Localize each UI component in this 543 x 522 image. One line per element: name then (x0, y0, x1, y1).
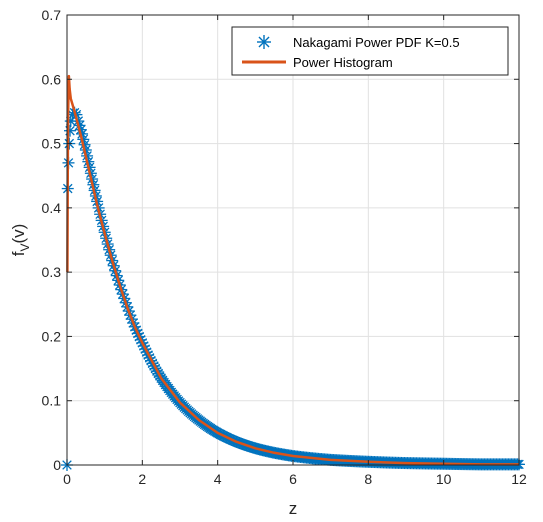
y-tick-label: 0.1 (42, 393, 62, 409)
legend-label-nakagami: Nakagami Power PDF K=0.5 (293, 35, 460, 50)
data-series (61, 74, 525, 471)
legend-asterisk-icon (257, 35, 271, 49)
x-tick-label: 0 (63, 471, 71, 487)
nakagami-marker (64, 124, 77, 137)
histogram-line (66, 74, 519, 466)
x-tick-label: 4 (214, 471, 222, 487)
x-tick-label: 10 (436, 471, 452, 487)
x-tick-label: 12 (511, 471, 527, 487)
x-tick-label: 6 (289, 471, 297, 487)
x-axis-label: z (289, 499, 298, 518)
y-tick-label: 0.5 (42, 136, 62, 152)
x-tick-label: 8 (364, 471, 372, 487)
y-tick-label: 0.6 (42, 71, 62, 87)
x-tick-label: 2 (138, 471, 146, 487)
y-tick-label: 0.4 (42, 200, 62, 216)
axis-ticks: 0 2 4 6 8 10 12 0 0.1 0.2 0.3 0.4 0.5 0.6 0.7 (42, 7, 527, 487)
legend-box (231, 26, 509, 76)
y-tick-label: 0.3 (42, 264, 62, 280)
legend-label-histogram: Power Histogram (293, 55, 393, 70)
legend: Nakagami Power PDF K=0.5 Power Histogram (231, 26, 509, 76)
y-tick-label: 0.2 (42, 328, 62, 344)
y-tick-label: 0 (53, 457, 61, 473)
legend-entry-nakagami: Nakagami Power PDF K=0.5 (257, 35, 460, 50)
legend-entry-histogram: Power Histogram (242, 55, 393, 70)
y-axis-label-main: f (9, 251, 28, 256)
y-axis-label-suffix: (v) (9, 224, 28, 244)
y-axis-label: fV(v) (9, 224, 32, 257)
y-tick-label: 0.7 (42, 7, 62, 23)
y-axis-label-subscript: V (18, 244, 32, 252)
